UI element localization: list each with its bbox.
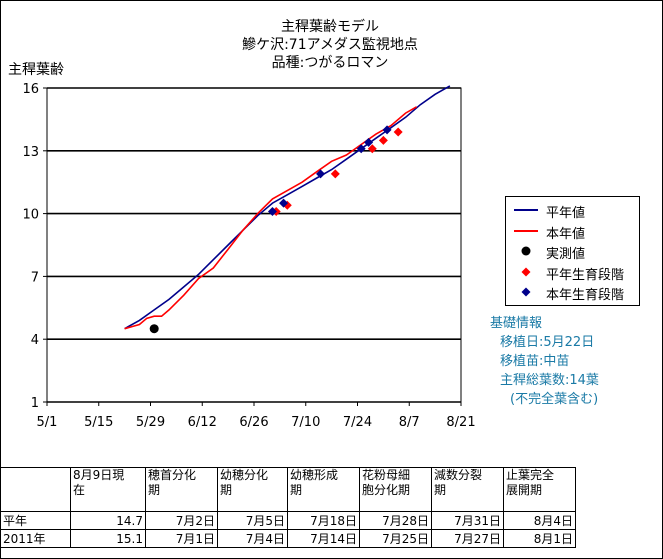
table-cell: 7月25日 [359,529,432,548]
table-header-cell: 止葉完全 展開期 [503,467,576,512]
table-cell: 7月4日 [217,529,288,548]
legend-item: 平年生育段階 [506,262,639,283]
current-stage-point [356,144,366,154]
legend-marker [521,287,531,297]
table-header-cell: 幼穂形成期 [287,467,360,512]
table-header-cell: 減数分裂期 [431,467,504,512]
growth-stage-table: 8月9日現在穂首分化期幼穂分化期幼穂形成期花粉母細 胞分化期 減数分裂期止葉完全 展開… [0,467,576,548]
legend-item: 本年生育段階 [506,282,639,303]
y-tick-label: 10 [22,208,39,223]
series-line-current-year [124,106,417,330]
basic-info-panel: 基礎情報 移植日:5月22日 移植苗:中苗 主稈総葉数:14葉 (不完全葉含む) [490,314,599,409]
x-tick-label: 6/12 [188,415,217,430]
current-stage-point [316,169,326,179]
legend-label: 本年生育段階 [546,288,625,303]
y-tick-label: 13 [22,145,39,160]
table-cell: 15.1 [70,529,146,548]
legend-symbol [521,246,531,256]
basic-info-line: (不完全葉含む) [510,392,599,407]
legend-marker [521,267,531,276]
chart-title-line-3: 品種:つがるロマン [271,55,389,71]
table-cell: 7月28日 [359,511,432,530]
current-stage-point [382,125,392,135]
table-cell: 7月14日 [287,529,360,548]
normal-stage-point [393,127,403,137]
table-cell: 平年 [0,511,71,530]
legend-symbol [521,267,531,276]
legend-symbol [521,287,531,297]
current-stage-point [279,198,289,208]
table-cell: 8月4日 [503,511,576,530]
chart-title-line-1: 主稈葉齢モデル [281,19,379,35]
legend-label: 本年値 [546,226,586,242]
x-tick-label: 7/10 [291,415,320,430]
x-tick-label: 8/21 [446,415,475,430]
table-header-cell: 8月9日現在 [70,467,146,512]
basic-info-line: 主稈総葉数:14葉 [500,373,599,388]
table-header-cell: 幼穂分化期 [217,467,288,512]
normal-stage-point [367,144,377,154]
y-tick-label: 7 [31,270,39,285]
basic-info-line: 移植日:5月22日 [500,335,595,350]
table-header-cell: 穂首分化期 [145,467,218,512]
table-cell: 2011年 [0,529,71,548]
legend-symbol [514,209,538,211]
table-cell: 7月18日 [287,511,360,530]
series-line-normal-year [124,85,451,330]
table-header-cell [0,467,71,512]
current-stage-point [267,207,277,217]
normal-stage-point [378,135,388,145]
y-tick-label: 1 [31,396,39,411]
measured-point [149,324,159,334]
table-header-row: 8月9日現在穂首分化期幼穂分化期幼穂形成期花粉母細 胞分化期 減数分裂期止葉完全 展開… [0,467,576,512]
table-cell: 8月1日 [503,529,576,548]
table-header-cell: 花粉母細 胞分化期 [359,467,432,512]
y-tick-label: 16 [22,82,39,97]
basic-info-line: 移植苗:中苗 [500,354,570,369]
y-tick-label: 4 [31,333,39,348]
current-stage-point [364,137,374,147]
legend-item: 本年値 [506,221,639,242]
x-tick-label: 5/1 [37,415,58,430]
table-cell: 7月2日 [145,511,218,530]
legend-label: 平年生育段階 [546,267,625,283]
legend-label: 平年値 [546,206,586,221]
legend-item: 平年値 [506,200,639,221]
chart-title-line-2: 鰺ケ沢:71アメダス監視地点 [242,37,418,53]
x-tick-label: 7/24 [343,415,372,430]
table-cell: 7月1日 [145,529,218,548]
table-row: 平年 14.7 7月2日 7月5日 7月18日 7月28日 7月31日 8月4日 [0,511,576,530]
legend-label: 実測値 [546,247,586,262]
leaf-age-chart: 1 4 7 10 13 16 5/1 5/15 5/29 6/12 6/26 7/10 7/24 8/7 8… [8,62,476,430]
y-axis-label: 主稈葉齢 [8,62,64,78]
legend-item: 実測値 [506,241,639,262]
table-cell: 7月31日 [431,511,504,530]
table-cell: 14.7 [70,511,146,530]
x-tick-label: 5/29 [136,415,165,430]
legend-marker [521,246,531,256]
x-tick-label: 5/15 [84,415,113,430]
x-tick-label: 6/26 [239,415,268,430]
table-cell: 7月27日 [431,529,504,548]
basic-info-title: 基礎情報 [490,316,543,331]
legend-symbol [514,229,538,232]
chart-legend: 平年値本年値実測値平年生育段階 本年生育段階 [505,196,640,306]
normal-stage-point [330,169,340,179]
plot-area [46,87,462,403]
x-tick-label: 8/7 [399,415,420,430]
table-row: 2011年 15.1 7月1日 7月4日 7月14日 7月25日 7月27日 8月1日 [0,529,576,548]
table-cell: 7月5日 [217,511,288,530]
